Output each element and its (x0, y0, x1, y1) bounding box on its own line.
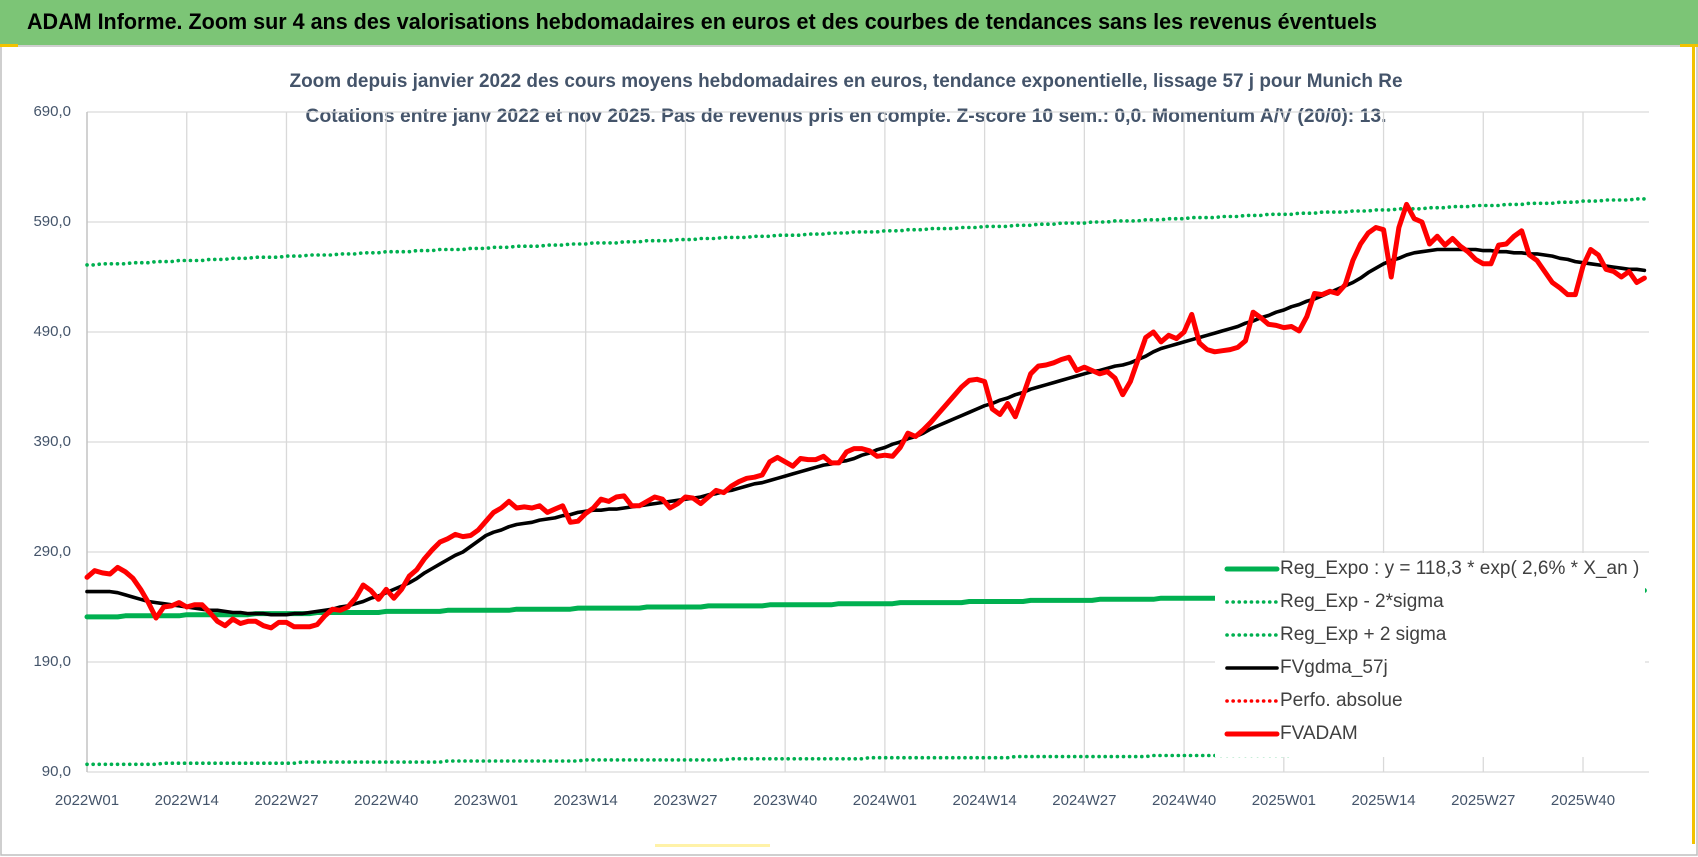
y-tick-label: 490,0 (33, 323, 71, 340)
legend-label: Reg_Exp + 2 sigma (1280, 624, 1447, 645)
legend-label: Reg_Exp - 2*sigma (1280, 591, 1444, 612)
corner-mark (1680, 44, 1698, 47)
chart-frame (0, 45, 1698, 856)
legend-label: Perfo. absolue (1280, 690, 1403, 711)
x-tick-label: 2024W27 (1052, 792, 1116, 809)
edge-mark (1692, 44, 1695, 844)
series-line (84, 201, 1647, 631)
x-tick-label: 2024W01 (853, 792, 917, 809)
legend-box (1215, 553, 1645, 757)
banner-title: ADAM Informe. Zoom sur 4 ans des valoris… (27, 9, 1377, 34)
x-tick-label: 2023W27 (653, 792, 717, 809)
legend-label: FVgdma_57j (1280, 657, 1388, 678)
y-tick-label: 590,0 (33, 213, 71, 230)
x-tick-label: 2025W27 (1451, 792, 1515, 809)
legend-label: Reg_Expo : y = 118,3 * exp( 2,6% * X_an … (1280, 558, 1639, 579)
chart-subtitle: Cotations entre janv 2022 et nov 2025. P… (306, 106, 1387, 127)
legend-label: FVADAM (1280, 723, 1358, 744)
x-tick-label: 2022W01 (55, 792, 119, 809)
y-tick-label: 90,0 (42, 763, 71, 780)
x-tick-label: 2022W14 (155, 792, 219, 809)
x-tick-label: 2025W40 (1551, 792, 1615, 809)
x-tick-label: 2024W40 (1152, 792, 1216, 809)
y-tick-label: 290,0 (33, 543, 71, 560)
x-tick-label: 2022W40 (354, 792, 418, 809)
grid: 90,0 190,0 290,0 390,0 490,0 590,0 690,0 2022W0… (33, 103, 1649, 809)
x-tick-label: 2023W40 (753, 792, 817, 809)
y-tick-label: 190,0 (33, 653, 71, 670)
x-tick-label: 2022W27 (254, 792, 318, 809)
banner-bar (0, 0, 1698, 45)
corner-mark (0, 44, 18, 47)
y-tick-label: 690,0 (33, 103, 71, 120)
x-tick-label: 2024W14 (953, 792, 1017, 809)
series-line (85, 197, 1647, 267)
y-tick-label: 390,0 (33, 433, 71, 450)
x-tick-label: 2025W14 (1351, 792, 1415, 809)
x-tick-label: 2025W01 (1252, 792, 1316, 809)
x-tick-label: 2023W01 (454, 792, 518, 809)
x-tick-label: 2023W14 (554, 792, 618, 809)
chart-title: Zoom depuis janvier 2022 des cours moyen… (290, 71, 1403, 92)
legend: Reg_Expo : y = 118,3 * exp( 2,6% * X_an … (1215, 553, 1645, 757)
edge-mark (655, 844, 770, 847)
